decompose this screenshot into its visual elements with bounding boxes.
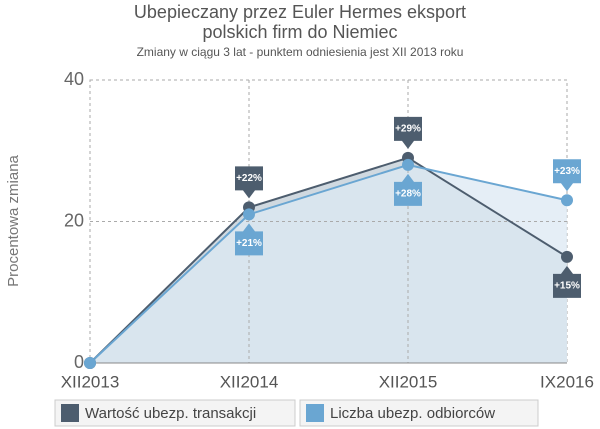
y-tick-label: 20 <box>64 210 84 230</box>
y-tick-label: 0 <box>74 352 84 372</box>
series-line <box>89 163 568 364</box>
value-label-text: +15% <box>554 281 580 292</box>
chart-subtitle: Zmiany w ciągu 3 lat - punktem odniesien… <box>137 45 464 59</box>
data-point <box>402 158 414 171</box>
value-label: +22% <box>235 166 263 199</box>
label-box <box>394 173 422 206</box>
x-tick-label: XII2013 <box>61 372 120 391</box>
legend-label: Liczba ubezp. odbiorców <box>330 405 495 422</box>
value-label: +23% <box>553 159 581 192</box>
legend-item: Wartość ubezp. transakcji <box>54 399 296 427</box>
label-box <box>394 116 422 149</box>
legend-box <box>299 399 539 427</box>
value-label: +15% <box>553 265 581 298</box>
data-point <box>84 357 96 369</box>
label-box <box>235 223 263 256</box>
series-line <box>89 156 568 364</box>
chart-title: Ubepieczany przez Euler Hermes eksport <box>134 2 466 22</box>
label-box <box>235 166 263 199</box>
data-point <box>243 208 255 221</box>
series-area <box>90 164 567 363</box>
value-label-text: +28% <box>395 189 421 200</box>
value-label-text: +29% <box>395 123 421 134</box>
value-label: +21% <box>235 223 263 256</box>
data-point <box>561 194 573 207</box>
value-label-text: +21% <box>236 238 262 249</box>
label-box <box>553 159 581 192</box>
legend-item: Liczba ubezp. odbiorców <box>299 399 539 427</box>
x-tick-label: XII2014 <box>220 372 279 391</box>
legend-swatch <box>61 404 79 422</box>
value-label: +28% <box>394 173 422 206</box>
legend-swatch <box>306 404 324 422</box>
y-tick-label: 40 <box>64 69 84 89</box>
chart-title: polskich firm do Niemiec <box>202 22 397 42</box>
legend-label: Wartość ubezp. transakcji <box>85 405 256 422</box>
value-label-text: +22% <box>236 173 262 184</box>
legend-box <box>54 399 296 427</box>
value-label-text: +23% <box>554 166 580 177</box>
value-label: +29% <box>394 116 422 149</box>
label-box <box>553 265 581 298</box>
y-axis-label: Procentowa zmiana <box>5 154 22 286</box>
data-point <box>561 250 573 263</box>
x-tick-label: XII2015 <box>379 372 438 391</box>
x-tick-label: IX2016 <box>540 372 594 391</box>
